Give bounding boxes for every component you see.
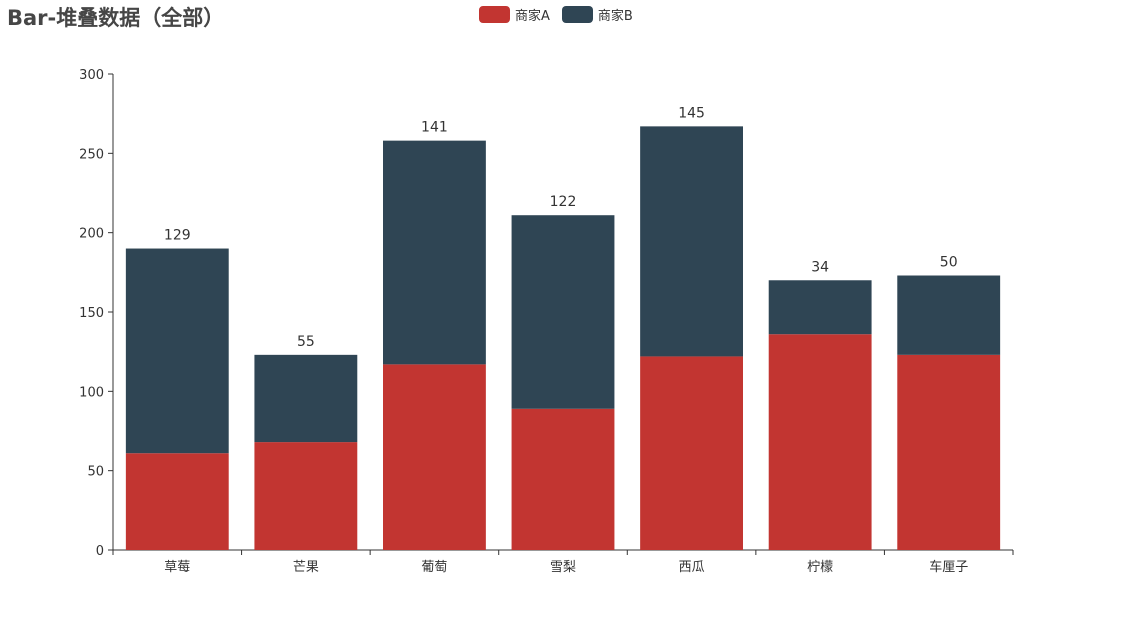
bar-series-a	[897, 354, 1001, 550]
data-label: 129	[164, 228, 191, 244]
bar-series-a	[640, 356, 743, 550]
bar-series-a	[254, 442, 358, 550]
y-tick-label: 300	[79, 68, 104, 83]
data-label: 55	[297, 334, 315, 350]
y-tick-label: 0	[96, 544, 104, 559]
legend-label-series-a: 商家A	[515, 9, 550, 24]
legend: 商家A 商家B	[479, 5, 645, 24]
legend-item-series-a[interactable]: 商家A	[479, 5, 550, 24]
x-tick-label: 葡萄	[421, 560, 447, 575]
bar-series-a	[383, 364, 486, 550]
x-tick-label: 车厘子	[929, 559, 968, 575]
bar-series-b	[640, 126, 743, 357]
legend-label-series-b: 商家B	[597, 9, 633, 24]
data-label: 122	[550, 194, 577, 210]
y-tick-label: 250	[79, 147, 104, 162]
bar-series-b	[254, 354, 358, 443]
chart-title: Bar-堆叠数据（全部）	[7, 6, 225, 30]
y-tick-label: 200	[79, 227, 104, 242]
legend-swatch-series-a	[479, 6, 510, 23]
data-label: 50	[940, 255, 958, 271]
bar-series-a	[511, 408, 615, 550]
y-tick-label: 50	[87, 465, 104, 480]
bar-series-a	[125, 453, 229, 550]
bar-series-b	[125, 248, 229, 454]
y-tick-label: 150	[79, 306, 104, 321]
x-tick-label: 柠檬	[807, 560, 833, 575]
y-tick-label: 100	[79, 385, 104, 400]
x-tick-label: 雪梨	[550, 560, 576, 575]
bar-series-b	[768, 280, 872, 335]
bar-series-b	[511, 215, 615, 409]
x-tick-label: 草莓	[164, 560, 190, 575]
bar-series-b	[897, 275, 1001, 355]
legend-swatch-series-b	[561, 6, 593, 23]
x-tick-label: 芒果	[293, 559, 319, 575]
bar-series-a	[768, 334, 872, 550]
x-tick-label: 西瓜	[679, 560, 705, 575]
data-label: 34	[811, 259, 829, 275]
data-label: 141	[421, 120, 448, 136]
bar-series-b	[383, 140, 486, 365]
legend-item-series-b[interactable]: 商家B	[561, 5, 633, 24]
data-label: 145	[678, 105, 705, 121]
